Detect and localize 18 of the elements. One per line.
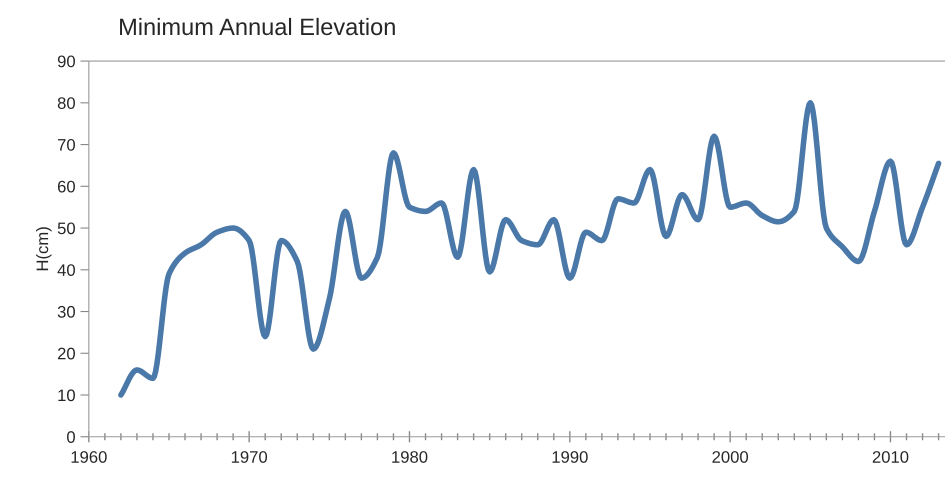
x-tick-label: 1970 [232, 451, 268, 463]
y-tick-label: 30 [58, 306, 75, 318]
x-tick-label: 2000 [712, 451, 748, 463]
y-tick-label: 10 [58, 389, 75, 402]
y-tick-label: 40 [57, 264, 75, 276]
x-tick-label: 1960 [72, 451, 107, 463]
y-tick-label: 60 [58, 180, 75, 193]
y-tick-label: 20 [58, 348, 75, 360]
chart-title: Minimum Annual Elevation [120, 18, 395, 36]
y-tick-label: 80 [58, 97, 75, 110]
y-tick-label: 70 [58, 138, 75, 151]
x-tick-label: 2010 [872, 451, 908, 463]
y-tick-label: 0 [67, 431, 75, 443]
x-tick-label: 1980 [392, 451, 428, 463]
x-tick-label: 1990 [552, 451, 588, 463]
y-axis-title: H(cm) [36, 227, 52, 270]
y-tick-label: 50 [58, 222, 75, 234]
y-tick-label: 90 [58, 55, 75, 68]
